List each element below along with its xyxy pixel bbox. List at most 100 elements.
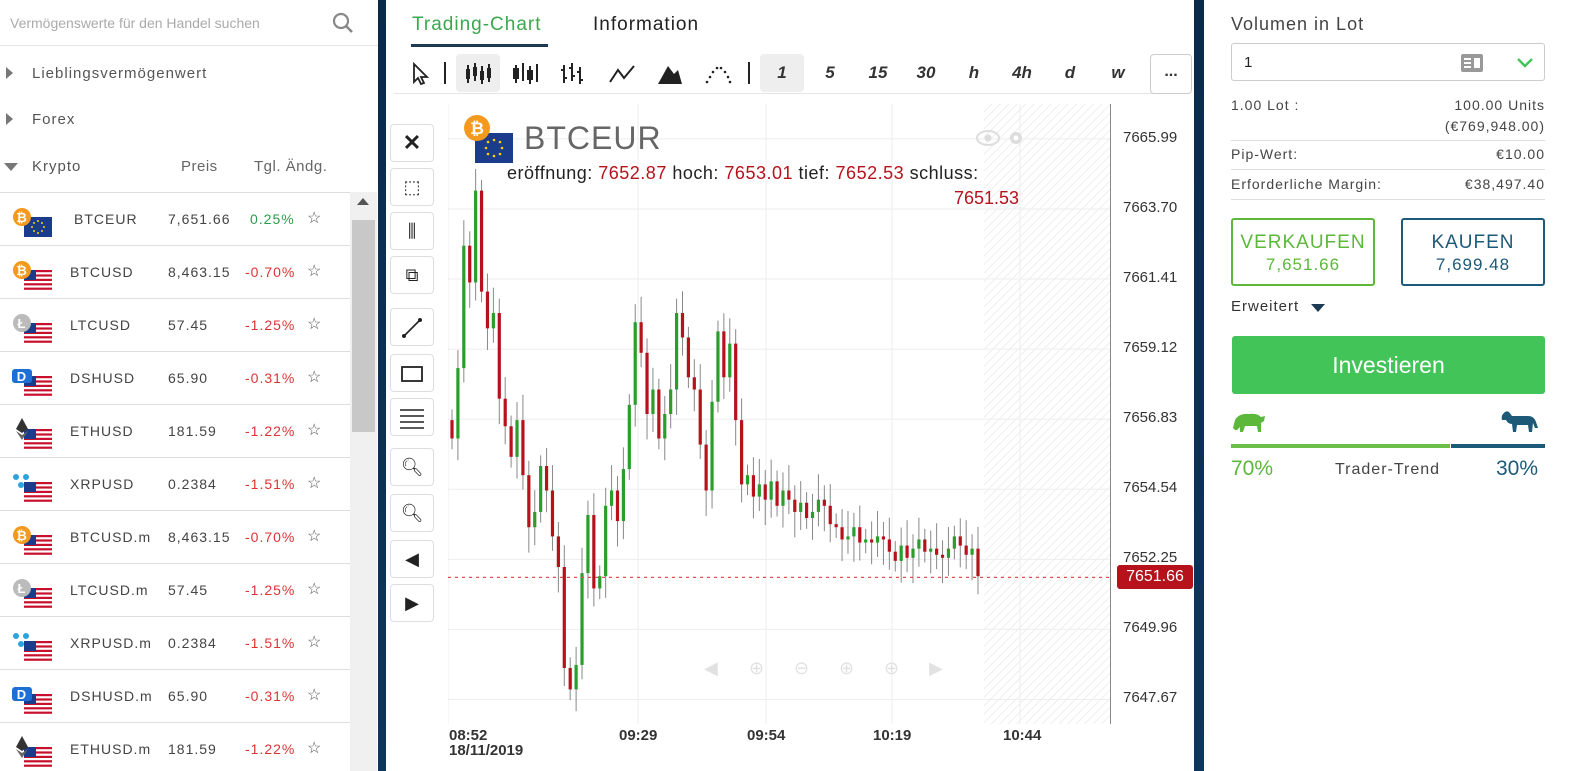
tab-trading-chart[interactable]: Trading-Chart [412,14,542,35]
asset-row[interactable]: ₿ BTCUSD.m 8,463.15 -0.70% ☆ [0,511,350,564]
btc-us-icon: ₿ [13,261,52,290]
asset-row[interactable]: ETHUSD.m 181.59 -1.22% ☆ [0,723,350,771]
candle-body [763,484,767,500]
scroll-right-button[interactable]: ▶ [390,584,434,622]
candlestick-chart[interactable]: ◀ ⊕ ⊖ ⊕ ⊕ ▶ [448,104,1110,724]
candle-body [775,481,779,506]
invest-button[interactable]: Investieren [1232,336,1545,394]
sell-button[interactable]: VERKAUFEN 7,651.66 [1231,218,1375,286]
category-forex[interactable]: Forex [0,96,378,142]
zoom-in-button[interactable]: 🔍︎ [390,448,434,486]
volume-input[interactable]: 1 [1231,43,1545,81]
price-tick-label: 7649.96 [1123,619,1178,637]
ohlc-bars-button[interactable] [552,54,596,92]
candle-body [946,548,951,558]
zoom-in-icon: 🔍︎ [400,457,424,477]
column-header-price[interactable]: Preis [181,158,218,175]
cursor-icon [413,61,430,86]
candle-body [680,313,685,338]
scroll-up-arrow-icon[interactable] [357,198,369,205]
favorite-star-icon[interactable]: ☆ [307,581,323,598]
remove-indicators-button[interactable]: ⫼ [390,212,434,250]
timeframe-button-w[interactable]: w [1111,63,1125,82]
asset-row[interactable]: Ł LTCUSD.m 57.45 -1.25% ☆ [0,564,350,617]
favorite-star-icon[interactable]: ☆ [307,316,323,333]
calculator-icon[interactable] [1460,53,1484,73]
volume-value[interactable]: 1 [1244,54,1253,71]
timeframe-button-15[interactable]: 15 [868,63,888,82]
asset-row[interactable]: D DSHUSD 65.90 -0.31% ☆ [0,352,350,405]
price-axis[interactable]: 7665.99 7663.70 7661.41 7659.12 7656.83 7654.… [1110,104,1194,724]
timeframe-button-5[interactable]: 5 [825,63,835,82]
select-drawing-button[interactable]: ⬚ [390,168,434,206]
chart-visibility-icons[interactable] [976,127,1024,149]
dots-chart-button[interactable] [696,54,740,92]
timeframe-button-h[interactable]: h [968,63,980,82]
asset-change: -1.25% [245,317,296,333]
lot-value: (€769,948.00) [1444,118,1545,134]
buy-button[interactable]: KAUFEN 7,699.48 [1401,218,1545,286]
asset-row[interactable]: XRPUSD.m 0.2384 -1.51% ☆ [0,617,350,670]
chart-symbol-title: BTCEUR [524,120,662,156]
asset-row[interactable]: D DSHUSD.m 65.90 -0.31% ☆ [0,670,350,723]
favorite-star-icon[interactable]: ☆ [307,475,323,492]
remove-drawings-button[interactable]: ✕ [390,124,434,162]
asset-row[interactable]: Ł LTCUSD 57.45 -1.25% ☆ [0,299,350,352]
cursor-tool-button[interactable] [398,54,442,92]
timeframe-button-30[interactable]: 30 [916,63,936,82]
trendline-tool-button[interactable] [390,308,434,346]
timeframe-button-4h[interactable]: 4h [1012,63,1032,82]
hollow-candle-button[interactable] [504,54,548,92]
asset-row[interactable]: ₿ BTCUSD 8,463.15 -0.70% ☆ [0,246,350,299]
candle-body [852,527,856,537]
close-icon: ✕ [402,130,422,155]
active-tab-underline [411,44,548,47]
asset-price: 0.2384 [168,476,217,492]
duplicate-button[interactable]: ⧉ [390,256,434,294]
asset-row[interactable]: XRPUSD 0.2384 -1.51% ☆ [0,458,350,511]
scrollbar[interactable] [350,192,377,771]
advanced-toggle[interactable]: Erweitert [1231,298,1300,315]
asset-row[interactable]: ETHUSD 181.59 -1.22% ☆ [0,405,350,458]
search-input[interactable] [10,12,310,34]
asset-list: ₿ BTCEUR 7,651.66 0.25% ☆ ₿ BTCUSD 8,463.… [0,192,350,771]
caret-down-icon[interactable] [1311,304,1325,312]
candlestick-chart-button[interactable] [456,54,500,92]
last-price-marker: 7651.66 [1117,565,1193,590]
timeframe-button-1[interactable]: 1 [760,54,804,92]
tab-information[interactable]: Information [593,14,700,35]
candle-body [485,291,490,329]
column-header-change[interactable]: Tgl. Ändg. [254,158,328,175]
asset-change: 0.25% [250,211,295,227]
asset-price: 7,651.66 [168,211,231,227]
scroll-left-button[interactable]: ◀ [390,540,434,578]
zoom-out-button[interactable]: 🔍︎ [390,494,434,532]
category-favorites[interactable]: Lieblingsvermögenwert [0,50,378,96]
expand-arrow-icon [6,113,13,125]
asset-row[interactable]: ₿ BTCEUR 7,651.66 0.25% ☆ [0,193,350,246]
favorite-star-icon[interactable]: ☆ [307,210,323,227]
chevron-down-icon[interactable] [1516,56,1534,70]
area-chart-button[interactable] [648,54,692,92]
candle-body [663,414,667,439]
favorite-star-icon[interactable]: ☆ [307,528,323,545]
rectangle-tool-button[interactable] [390,354,434,392]
asset-price: 181.59 [168,741,217,757]
favorite-star-icon[interactable]: ☆ [307,634,323,651]
divider [1231,169,1545,170]
favorite-star-icon[interactable]: ☆ [307,263,323,280]
favorite-star-icon[interactable]: ☆ [307,740,323,757]
favorite-star-icon[interactable]: ☆ [307,422,323,439]
scrollbar-thumb[interactable] [352,220,375,432]
divider [1231,140,1545,141]
candle-body [710,401,714,491]
more-options-button[interactable]: ... [1150,54,1192,94]
favorite-star-icon[interactable]: ☆ [307,687,323,704]
line-chart-button[interactable] [600,54,644,92]
fibonacci-tool-button[interactable] [390,398,434,436]
timeframe-button-d[interactable]: d [1064,63,1076,82]
search-icon[interactable] [332,12,354,34]
favorite-star-icon[interactable]: ☆ [307,369,323,386]
category-crypto[interactable]: Krypto [0,143,378,189]
candle-body [621,469,625,522]
